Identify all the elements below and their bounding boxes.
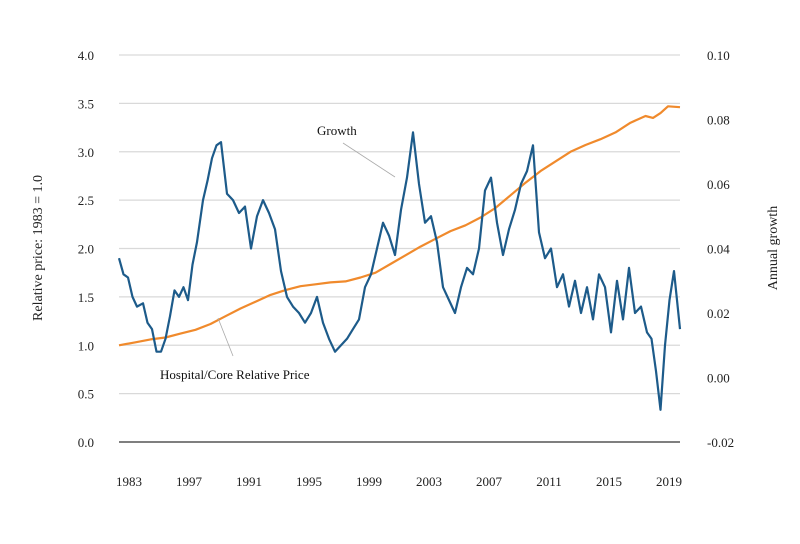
x-tick-label: 1999 — [356, 474, 382, 489]
left-tick-label: 2.0 — [78, 242, 94, 257]
x-axis-ticks: 1983 1997 1991 1995 1999 2003 2007 2011 2015 2019 — [116, 474, 682, 489]
left-axis-label: Relative price: 1983 = 1.0 — [31, 175, 46, 321]
right-tick-label: 0.06 — [707, 177, 730, 192]
right-tick-label: -0.02 — [707, 435, 734, 450]
growth-annotation: Growth — [317, 123, 357, 138]
left-tick-label: 3.5 — [78, 96, 94, 111]
x-tick-label: 1983 — [116, 474, 142, 489]
left-tick-label: 1.0 — [78, 338, 94, 353]
x-tick-label: 2003 — [416, 474, 442, 489]
x-tick-label: 2011 — [536, 474, 562, 489]
left-tick-label: 3.0 — [78, 145, 94, 160]
right-tick-label: 0.08 — [707, 113, 730, 128]
right-tick-label: 0.10 — [707, 48, 730, 63]
price-annotation-leader — [217, 317, 234, 357]
left-tick-label: 4.0 — [78, 48, 94, 63]
x-tick-label: 1991 — [236, 474, 262, 489]
left-tick-label: 0.0 — [78, 435, 94, 450]
x-tick-label: 2019 — [656, 474, 682, 489]
growth-annotation-leader — [342, 142, 396, 178]
right-axis-ticks: -0.02 0.00 0.02 0.04 0.06 0.08 0.10 — [707, 48, 734, 450]
growth-line — [117, 131, 682, 411]
left-tick-label: 1.5 — [78, 290, 94, 305]
x-tick-label: 1995 — [296, 474, 322, 489]
relative-price-line — [118, 105, 681, 347]
right-tick-label: 0.00 — [707, 371, 730, 386]
x-tick-label: 2015 — [596, 474, 622, 489]
left-tick-label: 0.5 — [78, 387, 94, 402]
right-axis-label: Annual growth — [766, 206, 781, 290]
left-tick-label: 2.5 — [78, 193, 94, 208]
right-tick-label: 0.04 — [707, 242, 730, 257]
x-tick-label: 2007 — [476, 474, 503, 489]
right-tick-label: 0.02 — [707, 306, 730, 321]
series-lines — [117, 105, 682, 411]
x-tick-label: 1997 — [176, 474, 203, 489]
gridlines — [119, 54, 680, 443]
left-axis-ticks: 0.0 0.5 1.0 1.5 2.0 2.5 3.0 3.5 4.0 — [78, 48, 94, 450]
price-annotation: Hospital/Core Relative Price — [160, 367, 310, 382]
